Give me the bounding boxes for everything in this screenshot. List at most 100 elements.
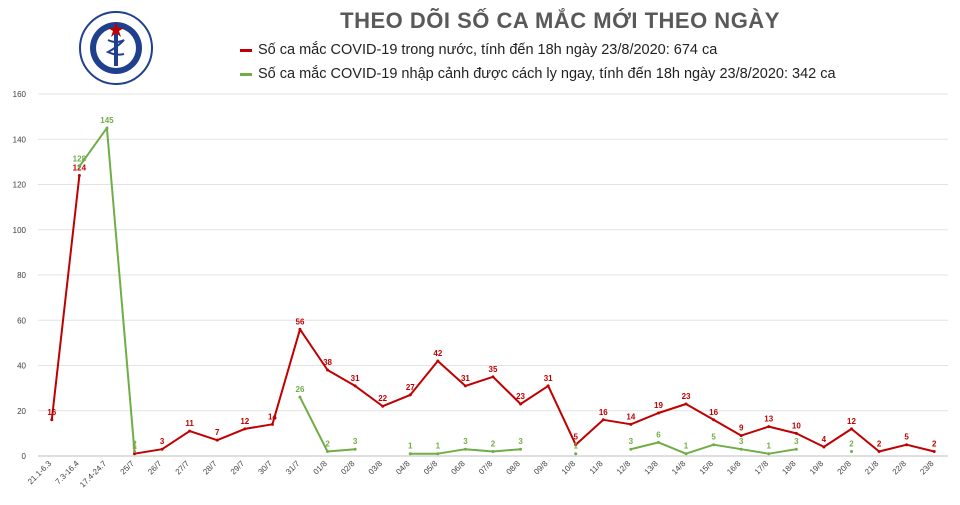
data-label: 124 <box>73 163 87 172</box>
data-label: 42 <box>433 349 442 358</box>
x-tick-label: 05/8 <box>422 459 440 477</box>
data-label: 7 <box>215 428 220 437</box>
x-tick-label: 27/7 <box>174 459 192 477</box>
data-point <box>243 427 247 431</box>
x-tick-label: 04/8 <box>394 459 412 477</box>
y-tick-label: 20 <box>17 407 26 416</box>
data-label: 3 <box>353 437 358 446</box>
x-tick-label: 26/7 <box>146 459 164 477</box>
data-label: 2 <box>877 439 882 448</box>
data-point <box>656 440 660 444</box>
data-label: 2 <box>491 439 496 448</box>
legend-item-imported: Số ca mắc COVID-19 nhập cảnh được cách l… <box>240 66 836 82</box>
data-label: 2 <box>849 439 854 448</box>
y-tick-label: 0 <box>22 452 27 461</box>
x-tick-label: 7.3-16.4 <box>54 459 82 487</box>
data-label: 14 <box>626 412 635 421</box>
data-point <box>712 443 716 447</box>
data-point <box>381 404 385 408</box>
data-point <box>767 425 771 429</box>
y-tick-label: 100 <box>13 226 27 235</box>
x-tick-label: 22/8 <box>891 459 909 477</box>
data-point <box>767 452 771 456</box>
data-point <box>463 384 467 388</box>
data-point <box>491 449 495 453</box>
data-label: 128 <box>73 154 87 163</box>
y-tick-label: 80 <box>17 271 26 280</box>
data-label: 5 <box>904 433 909 442</box>
data-point <box>877 449 881 453</box>
data-point <box>905 443 909 447</box>
data-label: 5 <box>574 433 579 442</box>
x-tick-label: 09/8 <box>532 459 550 477</box>
x-tick-label: 10/8 <box>560 459 578 477</box>
series-line-1 <box>78 126 136 452</box>
data-point <box>491 375 495 379</box>
y-tick-label: 60 <box>17 316 26 325</box>
data-point <box>326 368 330 372</box>
data-label: 3 <box>794 437 799 446</box>
x-tick-label: 16/8 <box>725 459 743 477</box>
data-label: 6 <box>656 430 661 439</box>
legend-marker-domestic <box>240 48 252 52</box>
x-tick-label: 07/8 <box>477 459 495 477</box>
x-tick-label: 21/8 <box>863 459 881 477</box>
data-label: 19 <box>654 401 663 410</box>
data-point <box>574 452 578 456</box>
data-point <box>436 359 440 363</box>
data-point <box>546 384 550 388</box>
data-point <box>656 411 660 415</box>
data-label: 27 <box>406 383 415 392</box>
data-point <box>601 418 605 422</box>
data-point <box>133 452 137 456</box>
data-point <box>712 418 716 422</box>
x-tick-label: 17/8 <box>753 459 771 477</box>
y-tick-label: 120 <box>13 181 27 190</box>
series-line-0 <box>50 175 81 420</box>
x-tick-label: 06/8 <box>449 459 467 477</box>
series-line-0 <box>134 328 935 455</box>
data-label: 3 <box>160 437 165 446</box>
data-point <box>408 393 412 397</box>
data-label: 31 <box>461 374 470 383</box>
x-tick-label: 23/8 <box>918 459 936 477</box>
data-label: 31 <box>351 374 360 383</box>
data-label: 26 <box>296 385 305 394</box>
data-point <box>133 449 137 453</box>
data-point <box>519 402 523 406</box>
x-tick-label: 31/7 <box>284 459 302 477</box>
data-label: 145 <box>100 116 114 125</box>
data-label: 35 <box>489 365 498 374</box>
data-label: 5 <box>711 433 716 442</box>
data-point <box>822 445 826 449</box>
x-tick-label: 11/8 <box>588 459 605 476</box>
data-point <box>574 443 578 447</box>
data-point <box>326 449 330 453</box>
data-label: 13 <box>764 415 773 424</box>
data-point <box>215 438 219 442</box>
data-label: 1 <box>767 442 772 451</box>
data-point <box>849 449 853 453</box>
data-label: 56 <box>296 317 305 326</box>
data-point <box>160 447 164 451</box>
data-point <box>629 447 633 451</box>
x-tick-label: 15/8 <box>698 459 716 477</box>
data-point <box>739 434 743 438</box>
legend-item-domestic: Số ca mắc COVID-19 trong nước, tính đến … <box>240 42 717 58</box>
data-point <box>188 429 192 433</box>
data-label: 1 <box>408 442 413 451</box>
x-tick-label: 13/8 <box>642 459 660 477</box>
data-point <box>794 447 798 451</box>
data-point <box>463 447 467 451</box>
x-tick-label: 25/7 <box>119 459 137 477</box>
x-tick-label: 14/8 <box>670 459 688 477</box>
data-point <box>684 402 688 406</box>
legend-label-imported: Số ca mắc COVID-19 nhập cảnh được cách l… <box>258 66 836 82</box>
y-tick-label: 140 <box>13 135 27 144</box>
x-tick-label: 02/8 <box>339 459 357 477</box>
data-label: 2 <box>932 439 937 448</box>
data-point <box>270 422 274 426</box>
x-tick-label: 08/8 <box>505 459 523 477</box>
x-tick-label: 28/7 <box>201 459 219 477</box>
data-label: 16 <box>709 408 718 417</box>
